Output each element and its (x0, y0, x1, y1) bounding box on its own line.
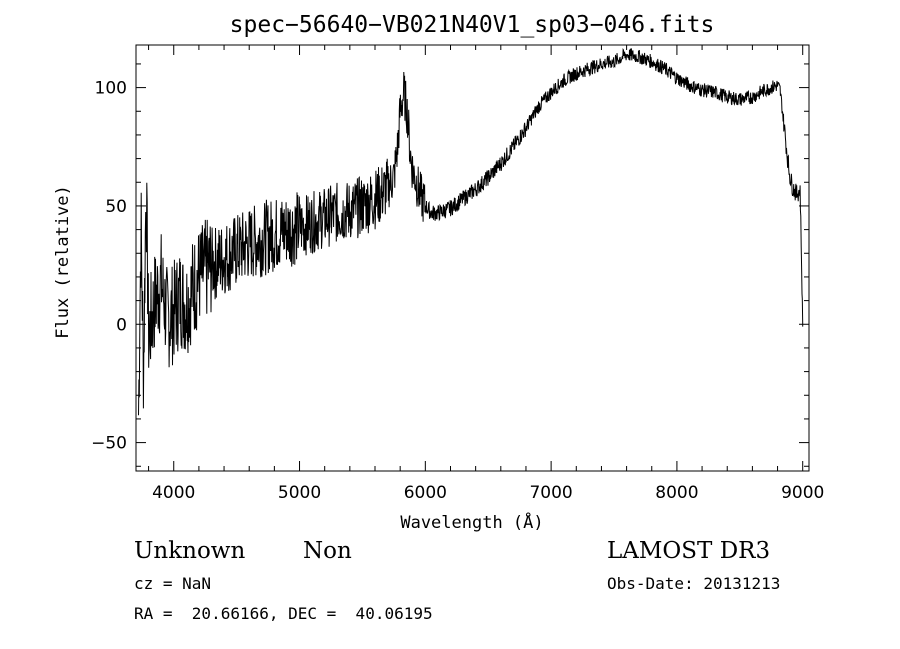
y-tick-label: 50 (105, 197, 127, 217)
x-tick-label: 5000 (278, 483, 321, 503)
y-tick-label: 0 (116, 315, 127, 335)
y-tick-label: 100 (95, 79, 127, 99)
chart-title: spec−56640−VB021N40V1_sp03−046.fits (230, 12, 715, 38)
object-subclass: Non (303, 538, 352, 564)
spectrum-line (138, 47, 804, 416)
survey-name: LAMOST DR3 (607, 538, 771, 564)
axis-ticks (136, 45, 809, 471)
x-tick-label: 7000 (529, 483, 572, 503)
redshift-value: cz = NaN (134, 574, 212, 593)
x-tick-label: 6000 (404, 483, 447, 503)
x-tick-label: 4000 (152, 483, 195, 503)
y-tick-label: −50 (91, 434, 127, 454)
object-class: Unknown (134, 538, 246, 564)
plot-frame (135, 44, 810, 472)
x-axis-label: Wavelength (Å) (400, 511, 543, 533)
obs-date: Obs-Date: 20131213 (607, 574, 781, 593)
y-axis-label: Flux (relative) (53, 185, 73, 339)
axis-tick-labels: 4000 5000 6000 7000 8000 9000 −50 0 50 100 (91, 79, 824, 503)
coordinates: RA = 20.66166, DEC = 40.06195 (134, 604, 433, 623)
x-tick-label: 8000 (655, 483, 698, 503)
x-tick-label: 9000 (781, 483, 824, 503)
